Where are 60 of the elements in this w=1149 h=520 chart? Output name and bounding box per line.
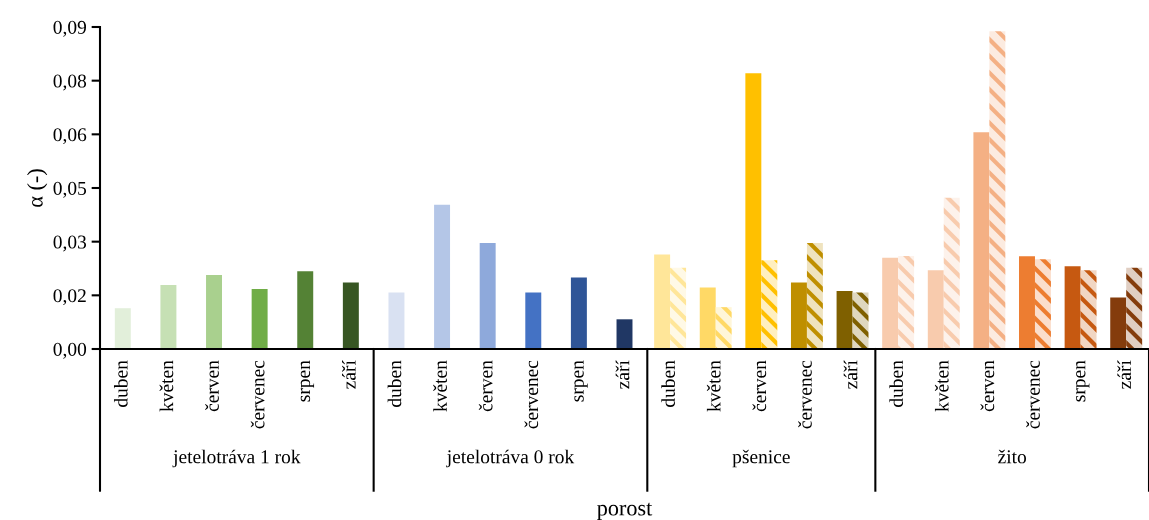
- bar: [836, 291, 853, 349]
- x-tick-label: květen: [706, 360, 721, 412]
- x-tick-label: duben: [889, 360, 904, 407]
- x-tick-label: srpen: [574, 360, 588, 402]
- x-tick-label: červen: [980, 360, 995, 412]
- bar: [973, 132, 990, 349]
- bar: [1034, 259, 1051, 349]
- x-tick-label: červen: [478, 360, 493, 412]
- bar: [160, 284, 177, 349]
- bar: [670, 267, 687, 349]
- bar: [882, 257, 899, 349]
- y-tick-label: 0,03: [53, 235, 87, 252]
- x-tick-label: srpen: [1076, 360, 1090, 402]
- x-tick-label: září: [1117, 360, 1132, 389]
- x-tick-label: srpen: [300, 360, 315, 402]
- x-tick-label: květen: [433, 360, 447, 412]
- text: pšenice: [732, 449, 790, 468]
- x-tick-label: květen: [934, 360, 949, 412]
- bar: [761, 260, 778, 349]
- x-tick-label: duben: [387, 360, 402, 407]
- bar: [114, 308, 131, 349]
- x-tick-label: květen: [159, 360, 174, 412]
- x-tick-label: červenec: [798, 360, 812, 429]
- bar: [342, 282, 359, 349]
- bar: [251, 288, 268, 349]
- y-tick-label: 0,09: [53, 20, 87, 37]
- bar: [806, 243, 823, 349]
- y-tick-label: 0,06: [53, 128, 87, 145]
- x-tick-label: červenec: [250, 360, 265, 429]
- x-tick-label: září: [341, 360, 356, 389]
- text: žito: [998, 449, 1027, 464]
- x-tick-label: duben: [661, 360, 675, 407]
- bar: [1019, 256, 1035, 349]
- y-tick-label: 0,00: [53, 342, 87, 359]
- bar: [1080, 270, 1097, 349]
- bar: [388, 292, 405, 349]
- bar: [898, 255, 915, 349]
- text: jetelotráva 1 rok: [172, 449, 301, 468]
- bar: [297, 271, 314, 349]
- bar: [989, 31, 1006, 349]
- x-tick-label: červen: [752, 360, 767, 412]
- x-tick-label: červenec: [524, 360, 539, 429]
- bar: [852, 292, 869, 349]
- x-axis-title: porost: [597, 502, 653, 520]
- x-tick-label: září: [843, 360, 858, 389]
- bar: [715, 307, 732, 349]
- x-tick-label: září: [615, 360, 630, 389]
- bar: [1064, 266, 1081, 349]
- bar: [1110, 297, 1127, 349]
- y-tick-label: 0,02: [53, 289, 86, 306]
- y-axis-title: α (-): [27, 169, 48, 207]
- text: jetelotráva 0 rok: [446, 449, 575, 468]
- bar: [927, 270, 944, 349]
- x-tick-label: červenec: [1026, 360, 1040, 429]
- bar: [206, 274, 222, 349]
- bar: [943, 197, 960, 349]
- y-tick-label: 0,05: [53, 181, 87, 198]
- y-tick-label: 0,08: [53, 74, 87, 91]
- x-tick-label: červen: [205, 360, 219, 412]
- x-tick-label: duben: [113, 360, 128, 407]
